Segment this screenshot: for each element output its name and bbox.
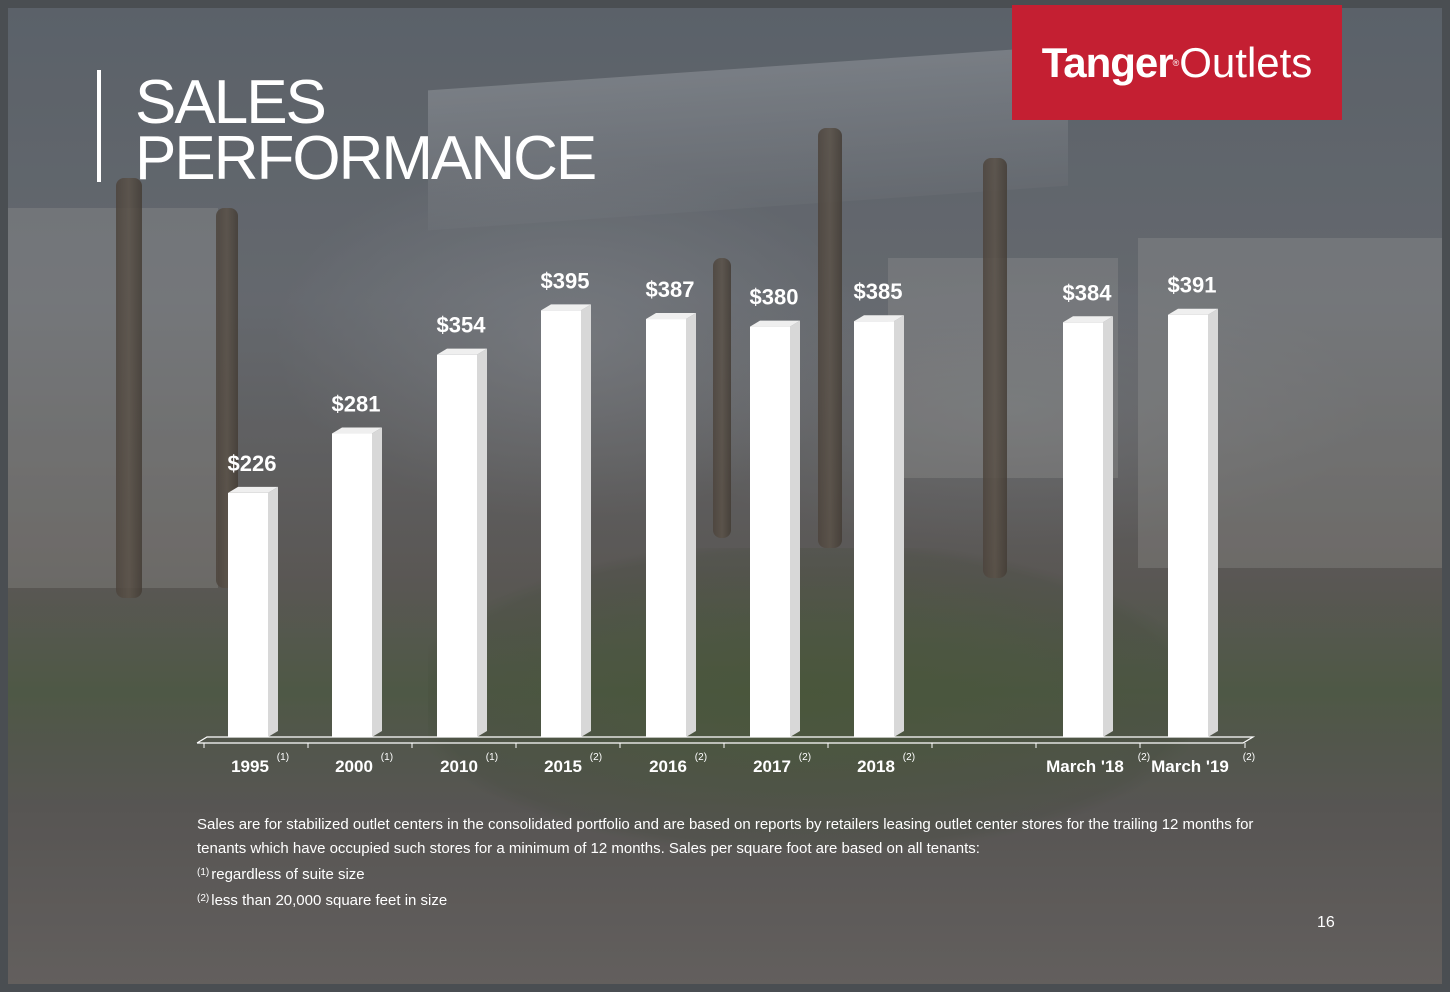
category-label: 2018: [857, 757, 895, 776]
footnote-mark-1: (1): [197, 867, 210, 878]
category-footnote-mark: (2): [590, 752, 602, 763]
bar-value-label: $281: [332, 392, 381, 417]
chart-axis: [196, 736, 1256, 748]
logo-word-tanger: Tanger: [1041, 38, 1174, 86]
background-palm-trunk: [983, 158, 1007, 578]
bar-top: [750, 320, 800, 327]
bar-value-label: $385: [854, 279, 903, 304]
category-label: 2015: [544, 757, 582, 776]
chart-labels: $226 1995 (1) $281 2000 (1) $354 2010 (1) $395 201…: [228, 268, 1256, 776]
background-storefront-left: [8, 208, 218, 588]
bar-side: [477, 348, 487, 737]
footnote-mark-2: (2): [197, 893, 210, 904]
category-label: 2010: [440, 757, 478, 776]
bar-top: [228, 486, 278, 493]
category-footnote-mark: (2): [903, 752, 915, 763]
bar-value-label: $380: [750, 285, 799, 310]
page-number: 16: [1317, 914, 1335, 931]
category-label: 2017: [753, 757, 791, 776]
bar-value-label: $384: [1063, 280, 1113, 305]
category-footnote-mark: (1): [486, 752, 498, 763]
bar-top: [1168, 308, 1218, 315]
bar-side: [1208, 308, 1218, 737]
bar: [332, 433, 372, 737]
title-accent-bar: [97, 70, 101, 182]
logo-registered-mark: ®: [1172, 57, 1180, 68]
category-footnote-mark: (2): [1138, 752, 1150, 763]
slide-title-line-2: PERFORMANCE: [135, 124, 597, 193]
bar-top: [646, 313, 696, 320]
category-label: March '18: [1046, 757, 1124, 776]
footnote-text: Sales are for stabilized outlet centers …: [197, 816, 1254, 857]
bar-top: [1063, 316, 1113, 323]
bar-top: [437, 348, 487, 355]
bar-side: [894, 315, 904, 737]
background-palm-trunk: [713, 258, 731, 538]
bar: [437, 354, 477, 737]
bar-side: [1103, 316, 1113, 737]
category-footnote-mark: (1): [381, 752, 393, 763]
footnote-item-1: (1) regardless of suite size: [197, 861, 1277, 887]
bar: [1168, 314, 1208, 737]
category-footnote-mark: (2): [799, 752, 811, 763]
footnote: Sales are for stabilized outlet centers …: [197, 813, 1277, 913]
category-label: March '19: [1151, 757, 1229, 776]
category-footnote-mark: (1): [277, 752, 289, 763]
footnote-note-2: less than 20,000 square feet in size: [211, 892, 448, 909]
bar-value-label: $387: [646, 277, 695, 302]
footnote-note-1: regardless of suite size: [211, 866, 365, 883]
category-label: 2016: [649, 757, 687, 776]
bar-side: [268, 486, 278, 737]
bar: [646, 319, 686, 737]
category-footnote-mark: (2): [1243, 752, 1255, 763]
slide-title-line-1: SALES: [135, 68, 327, 137]
chart-bars: [228, 304, 1218, 737]
bar-side: [686, 313, 696, 737]
bar: [854, 321, 894, 737]
category-label: 1995: [231, 757, 269, 776]
bar-side: [790, 320, 800, 737]
background-palm-trunk: [116, 178, 142, 598]
bar: [541, 310, 581, 737]
category-label: 2000: [335, 757, 373, 776]
bar-side: [372, 427, 382, 737]
x-axis-line: [196, 736, 1256, 744]
bar-value-label: $391: [1168, 273, 1217, 298]
bar-top: [332, 427, 382, 434]
logo-word-outlets: Outlets: [1179, 38, 1313, 86]
bar-value-label: $354: [437, 313, 487, 338]
bar-top: [541, 304, 591, 311]
bar: [750, 326, 790, 737]
bar-value-label: $226: [228, 451, 277, 476]
bar-value-label: $395: [541, 268, 590, 293]
category-footnote-mark: (2): [695, 752, 707, 763]
bar-top: [854, 315, 904, 322]
bar: [228, 492, 268, 737]
background-palm-trunk: [818, 128, 842, 548]
footnote-item-2: (2) less than 20,000 square feet in size: [197, 887, 1277, 913]
bar-side: [581, 304, 591, 737]
bar: [1063, 322, 1103, 737]
tanger-outlets-logo: Tanger ® Outlets: [1012, 5, 1342, 120]
